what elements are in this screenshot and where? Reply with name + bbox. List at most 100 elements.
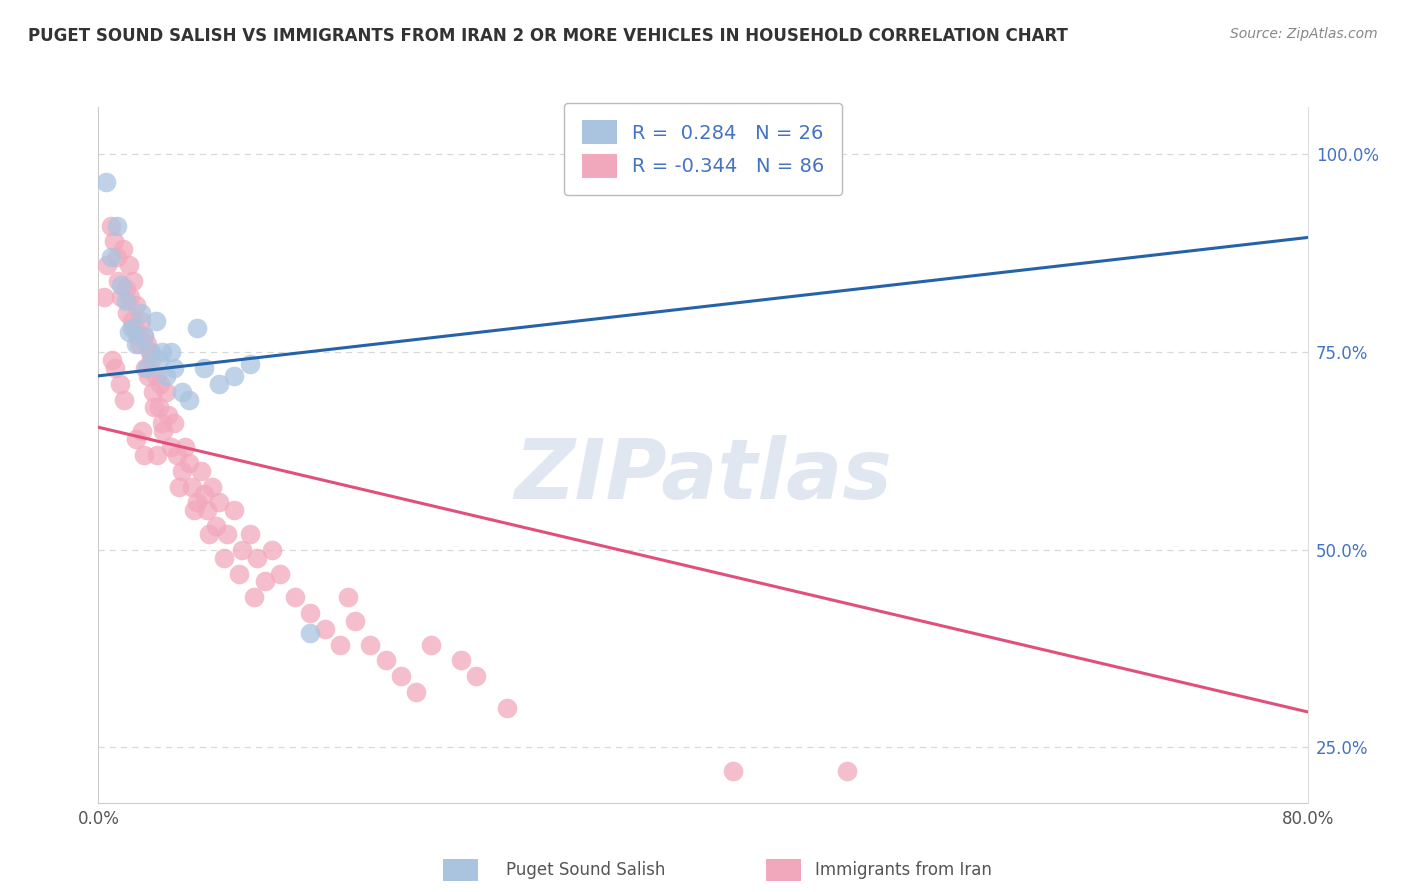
Point	[183, 503, 205, 517]
Point	[405, 685, 427, 699]
Text: Puget Sound Salish: Puget Sound Salish	[506, 861, 665, 879]
Point	[142, 384, 165, 399]
Point	[150, 345, 173, 359]
Point	[131, 424, 153, 438]
Point	[129, 313, 152, 327]
Point	[111, 243, 134, 257]
Point	[224, 503, 246, 517]
Point	[344, 614, 367, 628]
Point	[132, 329, 155, 343]
Point	[450, 653, 472, 667]
Point	[105, 219, 128, 233]
Point	[239, 527, 262, 541]
Point	[253, 574, 276, 589]
Point	[170, 464, 193, 478]
Point	[262, 542, 284, 557]
Point	[120, 290, 142, 304]
Point	[100, 219, 122, 233]
Point	[101, 353, 124, 368]
Point	[299, 625, 322, 640]
Point	[239, 357, 262, 371]
Point	[186, 495, 208, 509]
Point	[179, 392, 201, 407]
Point	[110, 290, 132, 304]
Point	[145, 313, 167, 327]
Point	[208, 376, 231, 391]
Point	[118, 258, 141, 272]
Point	[122, 274, 145, 288]
Point	[284, 591, 307, 605]
Point	[132, 329, 155, 343]
Point	[190, 464, 212, 478]
Point	[173, 440, 195, 454]
Text: PUGET SOUND SALISH VS IMMIGRANTS FROM IRAN 2 OR MORE VEHICLES IN HOUSEHOLD CORRE: PUGET SOUND SALISH VS IMMIGRANTS FROM IR…	[28, 27, 1069, 45]
Point	[149, 376, 172, 391]
Point	[835, 764, 858, 779]
Point	[135, 361, 157, 376]
Point	[465, 669, 488, 683]
Point	[389, 669, 412, 683]
Point	[132, 448, 155, 462]
Point	[723, 764, 745, 779]
Point	[104, 361, 127, 376]
Point	[141, 353, 163, 368]
Point	[181, 479, 204, 493]
Point	[94, 175, 117, 189]
Point	[166, 448, 188, 462]
Point	[195, 503, 218, 517]
Point	[201, 479, 224, 493]
Point	[148, 401, 170, 415]
Point	[134, 361, 156, 376]
Point	[148, 353, 170, 368]
Point	[246, 550, 269, 565]
Point	[110, 277, 132, 292]
Point	[115, 305, 138, 319]
Point	[139, 345, 162, 359]
Point	[231, 542, 253, 557]
Point	[150, 417, 173, 431]
Point	[128, 337, 150, 351]
Point	[121, 313, 143, 327]
Point	[107, 274, 129, 288]
Point	[170, 384, 193, 399]
Point	[167, 479, 190, 493]
Text: Immigrants from Iran: Immigrants from Iran	[815, 861, 993, 879]
Point	[125, 298, 148, 312]
Point	[336, 591, 359, 605]
Point	[193, 361, 215, 376]
Point	[186, 321, 208, 335]
Point	[212, 550, 235, 565]
Point	[360, 638, 382, 652]
Point	[329, 638, 352, 652]
Point	[93, 290, 115, 304]
Point	[152, 424, 174, 438]
Point	[243, 591, 266, 605]
Legend: R =  0.284   N = 26, R = -0.344   N = 86: R = 0.284 N = 26, R = -0.344 N = 86	[564, 103, 842, 195]
Point	[155, 368, 177, 383]
Point	[155, 384, 177, 399]
Point	[125, 432, 148, 446]
Point	[143, 401, 166, 415]
Point	[269, 566, 291, 581]
Point	[314, 622, 336, 636]
Point	[145, 368, 167, 383]
Point	[208, 495, 231, 509]
Point	[160, 440, 183, 454]
Point	[141, 345, 163, 359]
Point	[112, 392, 135, 407]
Text: Source: ZipAtlas.com: Source: ZipAtlas.com	[1230, 27, 1378, 41]
Point	[205, 519, 228, 533]
Point	[136, 368, 159, 383]
Point	[121, 321, 143, 335]
Point	[105, 250, 128, 264]
Point	[114, 293, 136, 308]
Point	[163, 417, 186, 431]
Point	[127, 329, 149, 343]
Point	[124, 321, 146, 335]
Text: ZIPatlas: ZIPatlas	[515, 435, 891, 516]
Point	[197, 527, 219, 541]
Point	[215, 527, 238, 541]
Point	[129, 305, 152, 319]
Point	[160, 345, 183, 359]
Point	[135, 337, 157, 351]
